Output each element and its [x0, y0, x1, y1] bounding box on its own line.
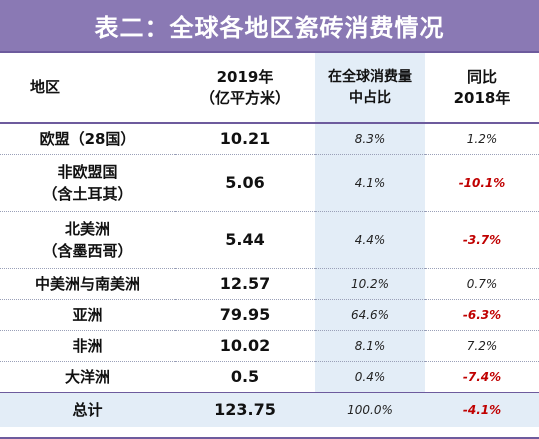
yoy-change-cell: 1.2% — [466, 131, 498, 146]
yoy-change-cell: -4.1% — [425, 391, 539, 427]
header-global-share: 在全球消费量 中占比 — [315, 53, 425, 124]
table-bottom-line — [0, 437, 539, 439]
table-row: 中美洲与南美洲 12.57 10.2% 0.7% — [0, 267, 539, 299]
table-row: 非欧盟国 （含土耳其） 5.06 4.1% -10.1% — [0, 153, 539, 211]
region-cell: 欧盟（28国） — [39, 129, 136, 148]
header-value-2019: 2019年 （亿平方米） — [175, 53, 315, 124]
yoy-change-cell: -10.1% — [425, 153, 539, 211]
table-row: 大洋洲 0.5 0.4% -7.4% — [0, 360, 539, 392]
share-cell: 64.6% — [315, 298, 425, 330]
table-row: 欧盟（28国） 10.21 8.3% 1.2% — [0, 123, 539, 154]
consumption-cell: 12.57 — [175, 267, 315, 299]
table-row: 北美洲 （含墨西哥） 5.44 4.4% -3.7% — [0, 210, 539, 268]
yoy-change-cell: 0.7% — [425, 267, 539, 299]
yoy-change-cell: -3.7% — [425, 210, 539, 268]
share-cell: 8.1% — [315, 329, 425, 361]
consumption-table: 地区 2019年 （亿平方米） 在全球消费量 中占比 同比 2018年 欧盟（2… — [0, 53, 539, 427]
region-cell: 非欧盟国 （含土耳其） — [0, 153, 175, 211]
consumption-cell: 5.06 — [175, 153, 315, 211]
region-cell: 总计 — [0, 391, 175, 427]
yoy-change-cell: -6.3% — [425, 298, 539, 330]
total-row: 总计 123.75 100.0% -4.1% — [0, 391, 539, 427]
share-cell: 4.1% — [315, 153, 425, 211]
region-cell: 中美洲与南美洲 — [0, 267, 175, 299]
consumption-cell: 10.21 — [219, 129, 271, 149]
header-yoy-2018: 同比 2018年 — [425, 53, 539, 124]
consumption-cell: 123.75 — [175, 391, 315, 427]
table-row: 亚洲 79.95 64.6% -6.3% — [0, 298, 539, 330]
header-row: 地区 2019年 （亿平方米） 在全球消费量 中占比 同比 2018年 — [0, 53, 539, 124]
share-cell: 4.4% — [315, 210, 425, 268]
table-row: 非洲 10.02 8.1% 7.2% — [0, 329, 539, 361]
consumption-cell: 0.5 — [175, 360, 315, 392]
region-cell: 亚洲 — [0, 298, 175, 330]
share-cell: 100.0% — [315, 391, 425, 427]
region-cell: 北美洲 （含墨西哥） — [0, 210, 175, 268]
yoy-change-cell: 7.2% — [425, 329, 539, 361]
share-cell: 10.2% — [315, 267, 425, 299]
consumption-cell: 5.44 — [175, 210, 315, 268]
consumption-cell: 79.95 — [175, 298, 315, 330]
share-cell: 8.3% — [315, 123, 425, 154]
title-divider — [0, 51, 539, 53]
yoy-change-cell: -7.4% — [425, 360, 539, 392]
share-cell: 0.4% — [315, 360, 425, 392]
region-cell: 大洋洲 — [0, 360, 175, 392]
consumption-cell: 10.02 — [175, 329, 315, 361]
table-title: 表二：全球各地区瓷砖消费情况 — [0, 0, 539, 51]
region-cell: 非洲 — [0, 329, 175, 361]
header-region: 地区 — [0, 53, 175, 124]
